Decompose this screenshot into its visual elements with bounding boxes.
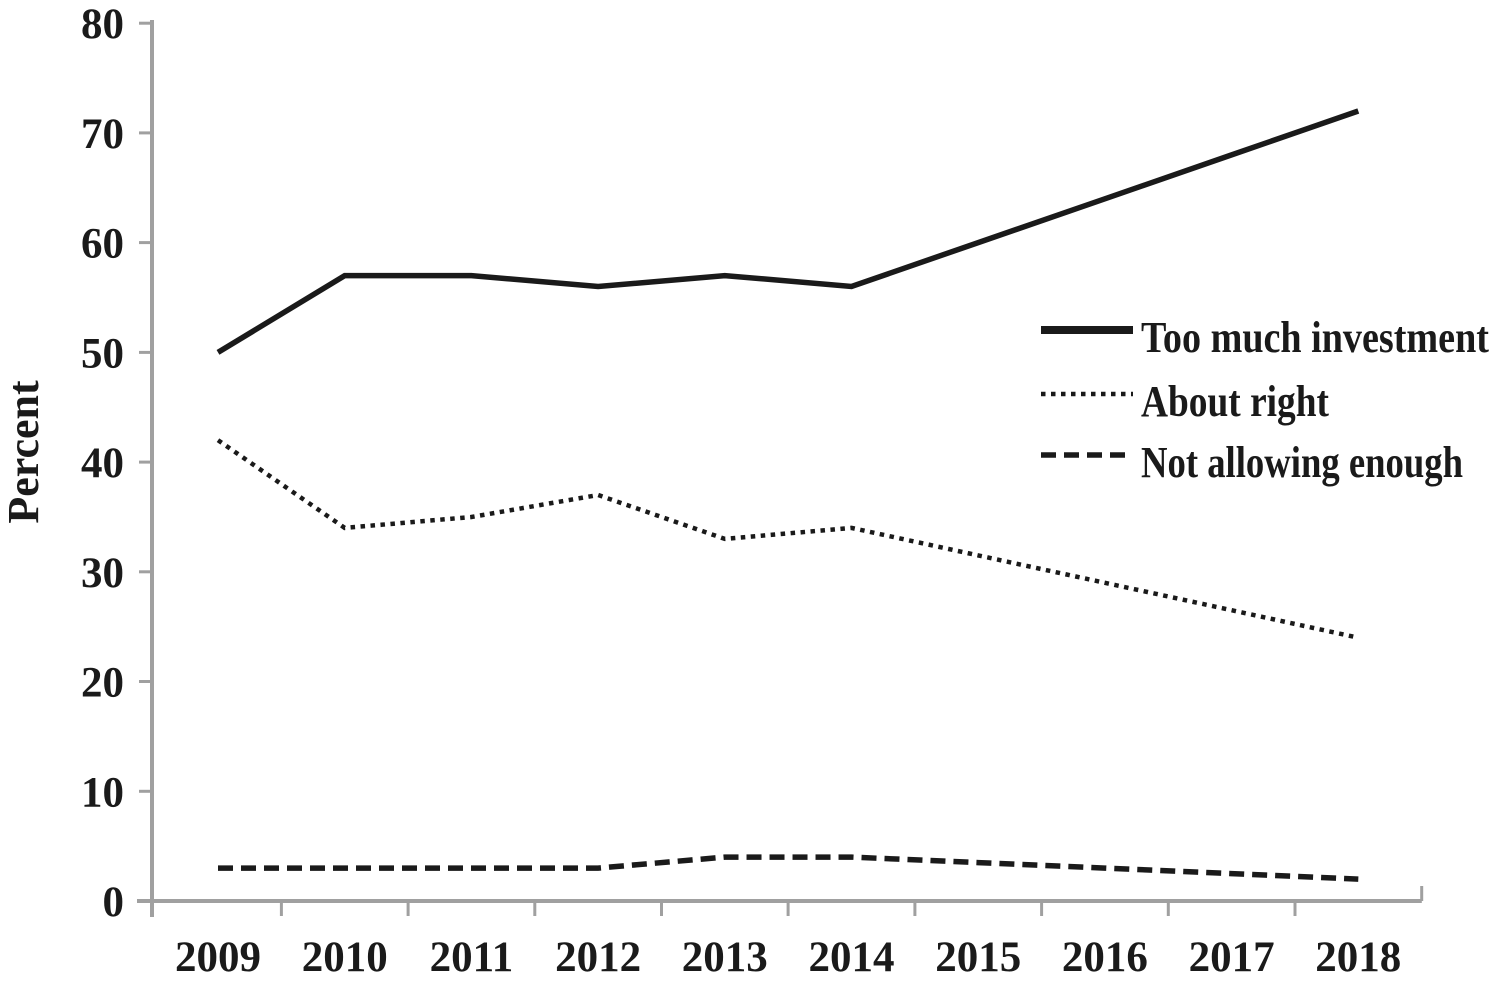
series-line-too-much-investment [216,108,1360,355]
y-tick-label-50: 50 [81,330,124,377]
y-tick-label-10: 10 [81,769,124,816]
legend-label-not-allowing-enough: Not allowing enough [1141,438,1463,487]
x-tick-label-2010: 2010 [302,934,388,981]
y-tick-label-30: 30 [81,550,124,597]
x-tick-label-2012: 2012 [555,934,641,981]
y-tick-label-60: 60 [81,221,124,268]
legend: Too much investment About right Not allowi… [1041,313,1489,487]
legend-item-not-allowing-enough: Not allowing enough [1041,438,1463,487]
legend-label-too-much-investment: Too much investment [1141,313,1489,362]
x-tick-label-2014: 2014 [809,934,895,981]
y-tick-label-20: 20 [81,660,124,707]
x-tick-label-2015: 2015 [935,934,1021,981]
legend-item-too-much-investment: Too much investment [1041,313,1489,362]
y-tick-label-80: 80 [81,1,124,48]
x-tick-label-2013: 2013 [682,934,768,981]
y-axis-title: Percent [0,380,48,524]
y-tick-label-40: 40 [81,440,124,487]
x-tick-label-2018: 2018 [1315,934,1401,981]
legend-item-about-right: About right [1041,377,1329,426]
y-tick-label-0: 0 [103,879,125,926]
x-tick-label-2016: 2016 [1062,934,1148,981]
legend-label-about-right: About right [1141,377,1329,426]
x-tick-label-2009: 2009 [175,934,261,981]
series-line-not-allowing-enough [218,854,1359,882]
x-tick-label-2017: 2017 [1189,934,1275,981]
y-tick-label-70: 70 [81,111,124,158]
x-tick-label-2011: 2011 [430,934,514,981]
